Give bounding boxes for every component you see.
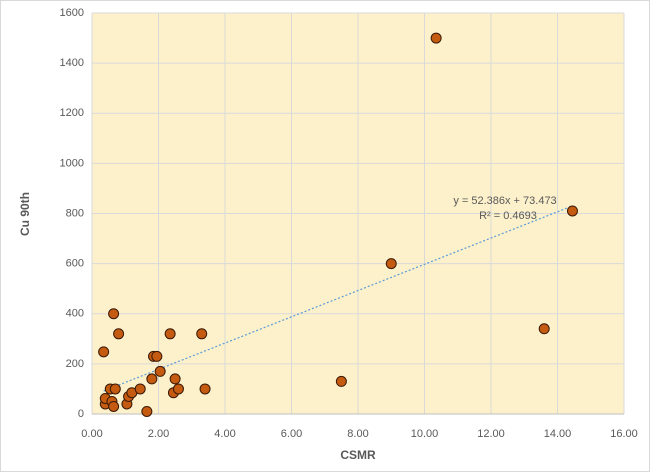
y-tick-label: 1600 xyxy=(60,7,84,19)
y-tick-label: 800 xyxy=(66,207,84,219)
point xyxy=(151,350,163,362)
point xyxy=(335,375,347,387)
point xyxy=(146,373,158,385)
y-tick-label: 1000 xyxy=(60,157,84,169)
point xyxy=(108,400,120,412)
point xyxy=(566,205,578,217)
point xyxy=(385,258,397,270)
trendline-equation: y = 52.386x + 73.473 xyxy=(453,195,556,207)
point xyxy=(141,405,153,417)
x-tick-label: 6.00 xyxy=(281,428,302,440)
x-axis-title: CSMR xyxy=(340,448,376,462)
x-tick-label: 14.00 xyxy=(544,428,572,440)
point xyxy=(172,383,184,395)
trendline-r2: R² = 0.4693 xyxy=(479,210,537,222)
trendline xyxy=(103,205,573,392)
y-tick-label: 600 xyxy=(66,258,84,270)
point xyxy=(196,328,208,340)
x-tick-label: 8.00 xyxy=(347,428,368,440)
x-tick-label: 12.00 xyxy=(477,428,505,440)
point xyxy=(134,383,146,395)
point xyxy=(199,383,211,395)
y-tick-label: 200 xyxy=(66,358,84,370)
point xyxy=(169,373,181,385)
x-tick-label: 16.00 xyxy=(610,428,638,440)
x-tick-label: 10.00 xyxy=(411,428,439,440)
y-tick-label: 1200 xyxy=(60,107,84,119)
x-tick-label: 2.00 xyxy=(148,428,169,440)
point xyxy=(154,365,166,377)
y-tick-label: 1400 xyxy=(60,57,84,69)
point xyxy=(538,323,550,335)
point xyxy=(430,32,442,44)
x-tick-label: 0.00 xyxy=(81,428,102,440)
x-tick-label: 4.00 xyxy=(214,428,235,440)
y-tick-label: 400 xyxy=(66,308,84,320)
point xyxy=(98,346,110,358)
point xyxy=(164,328,176,340)
point xyxy=(108,308,120,320)
y-tick-label: 0 xyxy=(78,408,84,420)
point xyxy=(113,328,125,340)
point xyxy=(109,383,121,395)
y-axis-title: Cu 90th xyxy=(18,192,32,236)
